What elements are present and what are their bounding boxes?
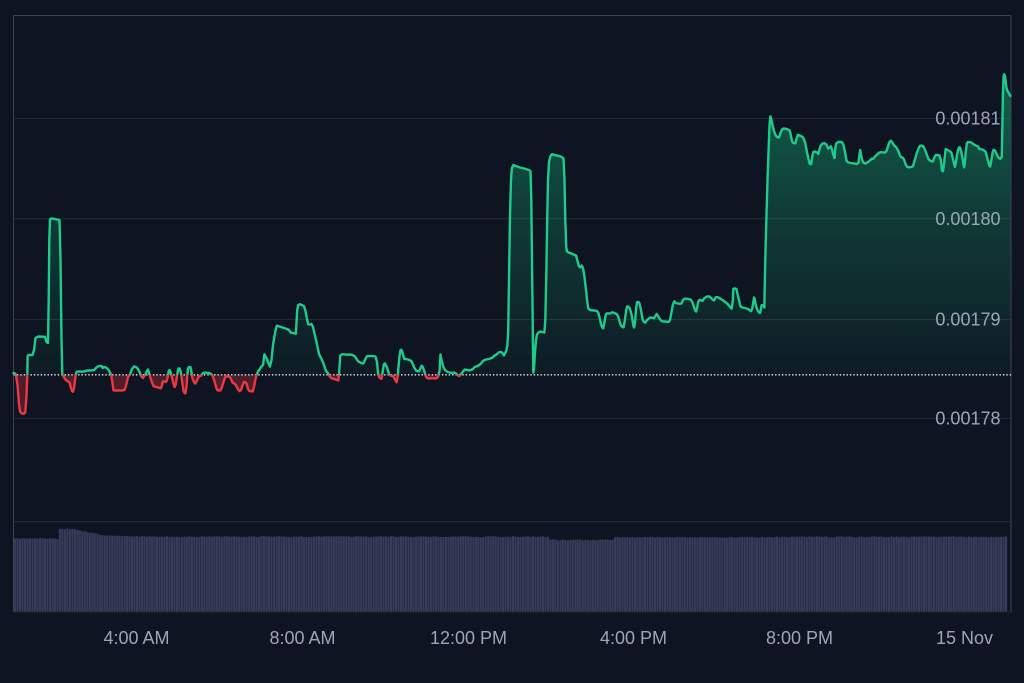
svg-text:4:00 PM: 4:00 PM bbox=[600, 628, 667, 648]
svg-text:8:00 AM: 8:00 AM bbox=[269, 628, 335, 648]
svg-text:8:00 PM: 8:00 PM bbox=[766, 628, 833, 648]
svg-text:0.00179: 0.00179 bbox=[935, 310, 1000, 330]
svg-text:0.00178: 0.00178 bbox=[935, 409, 1000, 429]
svg-text:12:00 PM: 12:00 PM bbox=[430, 628, 507, 648]
svg-text:15 Nov: 15 Nov bbox=[936, 628, 993, 648]
svg-text:0.00180: 0.00180 bbox=[935, 209, 1000, 229]
svg-text:4:00 AM: 4:00 AM bbox=[103, 628, 169, 648]
svg-text:0.00181: 0.00181 bbox=[935, 109, 1000, 129]
